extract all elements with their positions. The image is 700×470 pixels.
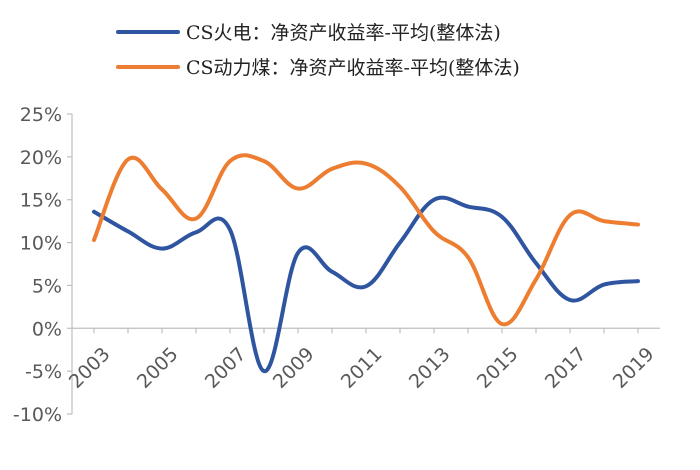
x-tick-label: 2017 (541, 343, 591, 393)
legend-label-2: CS动力煤：净资产收益率-平均(整体法) (186, 57, 520, 79)
y-tick-label: 15% (20, 190, 62, 212)
y-tick-label: -5% (25, 361, 62, 383)
series-line-1 (92, 195, 640, 374)
x-tick-label: 2015 (473, 343, 523, 393)
series-line-2 (92, 153, 640, 327)
x-tick-label: 2019 (609, 343, 659, 393)
series-layer (92, 153, 640, 374)
x-tick-label: 2007 (201, 343, 251, 393)
y-tick-label: 5% (32, 275, 62, 297)
x-tick-label: 2011 (337, 343, 387, 393)
legend-label-1: CS火电：净资产收益率-平均(整体法) (186, 22, 501, 44)
y-tick-label: 25% (20, 104, 62, 126)
axes: 25%20%15%10%5%0%-5%-10%2003 2005 2007 2009 2… (13, 104, 660, 426)
y-tick-label: 10% (20, 233, 62, 255)
x-tick-label: 2013 (405, 343, 455, 393)
x-tick-label: 2005 (133, 343, 183, 393)
y-tick-label: 20% (20, 147, 62, 169)
legend: CS火电：净资产收益率-平均(整体法) CS动力煤：净资产收益率-平均(整体法) (116, 22, 520, 79)
y-tick-label: -10% (13, 404, 62, 426)
y-tick-label: 0% (32, 318, 62, 340)
